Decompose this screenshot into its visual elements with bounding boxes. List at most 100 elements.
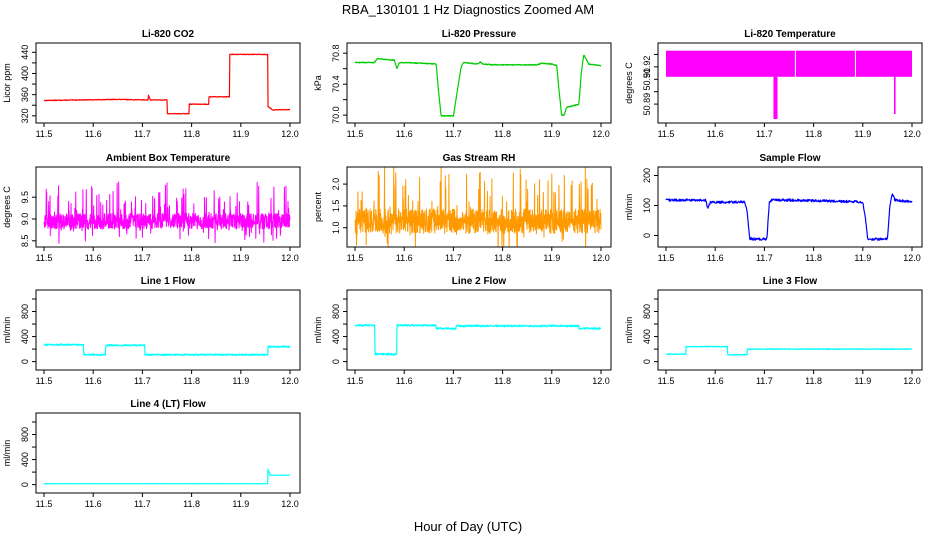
y-tick-label: 0 <box>331 359 341 364</box>
panel-frame <box>346 289 612 371</box>
panel-title: Sample Flow <box>759 153 820 164</box>
y-tick-label: 70.4 <box>331 75 341 93</box>
x-tick-label: 11.9 <box>854 376 871 386</box>
figure-x-axis-label: Hour of Day (UTC) <box>414 519 522 534</box>
panel-frame <box>657 166 923 248</box>
x-tick-label: 11.7 <box>134 376 151 386</box>
x-tick-label: 12.0 <box>903 253 921 263</box>
x-tick-label: 11.9 <box>543 253 560 263</box>
panel-y-axis-label: kPa <box>313 75 323 91</box>
panel-frame <box>35 42 301 124</box>
x-tick-label: 11.5 <box>36 499 53 509</box>
x-tick-label: 11.8 <box>183 376 200 386</box>
panel-title: Li-820 Pressure <box>442 29 517 40</box>
panel-data-area <box>43 343 291 357</box>
y-tick-label: 70.0 <box>331 106 341 124</box>
x-tick-label: 12.0 <box>281 376 299 386</box>
y-tick-label: 1.5 <box>331 200 341 213</box>
y-tick-label: 50.89 <box>642 93 652 116</box>
panel-frame <box>657 42 923 124</box>
x-tick-label: 11.9 <box>232 499 249 509</box>
x-tick-label: 11.6 <box>85 376 102 386</box>
x-tick-label: 11.6 <box>85 253 102 263</box>
panel-data-area <box>43 468 291 485</box>
y-tick-label: 100 <box>642 198 652 213</box>
panel-title: Line 4 (LT) Flow <box>130 399 206 410</box>
x-tick-label: 11.8 <box>494 129 511 139</box>
series-line-co2 <box>43 53 291 115</box>
y-tick-label: 400 <box>20 452 30 467</box>
x-tick-label: 11.9 <box>854 253 871 263</box>
x-tick-label: 11.9 <box>854 129 871 139</box>
panel-frame <box>346 42 612 124</box>
x-tick-label: 11.6 <box>85 129 102 139</box>
x-tick-label: 11.5 <box>658 253 675 263</box>
series-line-line4 <box>43 468 291 485</box>
panel-7: Line 1 Flow ml/min 11.5 11.6 11.7 11.8 11.9 12.… <box>2 276 301 386</box>
x-tick-label: 11.7 <box>445 376 462 386</box>
y-tick-label: 400 <box>20 329 30 344</box>
figure-title: RBA_130101 1 Hz Diagnostics Zoomed AM <box>342 2 594 17</box>
panel-frame <box>346 166 612 248</box>
y-tick-label: 800 <box>331 304 341 319</box>
x-tick-label: 11.6 <box>707 129 724 139</box>
y-tick-label: 0 <box>642 233 652 238</box>
panel-y-axis-label: ml/min <box>2 440 12 467</box>
panel-10: Line 4 (LT) Flow ml/min 11.5 11.6 11.7 11.8 11… <box>2 399 301 509</box>
x-tick-label: 11.7 <box>134 253 151 263</box>
series-line-boxt <box>43 181 291 244</box>
panel-title: Li-820 Temperature <box>744 29 836 40</box>
y-tick-label: 0 <box>20 482 30 487</box>
y-tick-label: 8.5 <box>20 235 30 248</box>
panel-frame <box>35 412 301 494</box>
x-tick-label: 11.5 <box>36 376 53 386</box>
x-tick-label: 12.0 <box>903 376 921 386</box>
x-tick-label: 11.6 <box>396 376 413 386</box>
y-tick-label: 50.91 <box>642 68 652 91</box>
panel-y-axis-label: Licor ppm <box>2 63 12 103</box>
series-line-pressure <box>354 54 602 117</box>
panel-data-area <box>665 345 913 356</box>
panel-y-axis-label: degrees C <box>2 186 12 228</box>
x-tick-label: 11.6 <box>707 376 724 386</box>
y-tick-label: 360 <box>20 87 30 102</box>
y-tick-label: 800 <box>642 304 652 319</box>
y-tick-label: 400 <box>20 66 30 81</box>
x-tick-label: 11.6 <box>707 253 724 263</box>
panel-data-area <box>354 167 602 247</box>
x-tick-label: 11.5 <box>36 253 53 263</box>
y-tick-label: 2.0 <box>331 178 341 191</box>
y-tick-label: 1.0 <box>331 221 341 234</box>
x-tick-label: 11.8 <box>805 376 822 386</box>
y-tick-label: 320 <box>20 108 30 123</box>
x-tick-label: 11.7 <box>445 129 462 139</box>
panel-data-area <box>354 54 602 117</box>
x-tick-label: 11.6 <box>396 253 413 263</box>
panel-3: Li-820 Temperature degrees C 11.5 11.6 11.7 1… <box>624 29 923 139</box>
panel-frame <box>35 289 301 371</box>
panel-2: Li-820 Pressure kPa 11.5 11.6 11.7 11.8 11.9 12… <box>313 29 612 139</box>
x-tick-label: 11.8 <box>183 499 200 509</box>
x-tick-label: 12.0 <box>281 129 299 139</box>
y-tick-label: 50.92 <box>642 56 652 79</box>
panel-9: Line 3 Flow ml/min 11.5 11.6 11.7 11.8 11.9 12.… <box>624 276 923 386</box>
x-tick-label: 11.7 <box>445 253 462 263</box>
panel-frame <box>35 166 301 248</box>
y-tick-label: 0 <box>642 359 652 364</box>
x-tick-label: 11.8 <box>183 129 200 139</box>
x-tick-label: 12.0 <box>592 129 610 139</box>
y-tick-label: 800 <box>20 427 30 442</box>
x-tick-label: 11.9 <box>232 129 249 139</box>
x-tick-label: 11.8 <box>494 253 511 263</box>
y-tick-label: 9.5 <box>20 191 30 204</box>
series-line-rh <box>354 167 602 247</box>
x-tick-label: 11.6 <box>396 129 413 139</box>
panel-title: Line 2 Flow <box>452 276 507 287</box>
panel-8: Line 2 Flow ml/min 11.5 11.6 11.7 11.8 11.9 12.… <box>313 276 612 386</box>
panel-5: Gas Stream RH percent 11.5 11.6 11.7 11.8 11.9… <box>313 153 612 263</box>
x-tick-label: 11.5 <box>658 376 675 386</box>
y-tick-label: 200 <box>642 168 652 183</box>
panel-4: Ambient Box Temperature degrees C 11.5 11.6… <box>2 153 301 263</box>
